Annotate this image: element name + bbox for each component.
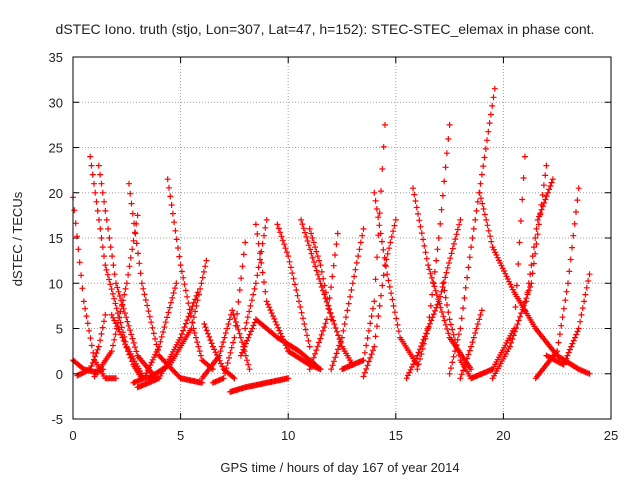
x-tick-label: 20: [496, 428, 510, 443]
data-series: [145, 257, 210, 382]
x-axis-label: GPS time / hours of day 167 of year 2014: [220, 460, 459, 475]
y-tick-label: 10: [49, 276, 63, 291]
data-point-markers: [227, 375, 292, 395]
y-tick-label: 20: [49, 186, 63, 201]
data-series: [489, 162, 550, 382]
data-point-markers: [468, 153, 528, 382]
data-series: [532, 185, 582, 382]
y-tick-label: 35: [49, 50, 63, 65]
x-tick-label: 0: [69, 428, 76, 443]
data-series: [446, 85, 498, 377]
data-series: [457, 307, 485, 382]
data-point-markers: [274, 221, 313, 350]
data-point-markers: [306, 230, 341, 373]
data-series: [91, 212, 141, 380]
x-tick-label: 15: [389, 428, 403, 443]
data-series: [126, 180, 206, 386]
data-point-markers: [306, 225, 335, 323]
data-point-markers: [74, 311, 109, 379]
data-point-markers: [126, 180, 206, 386]
y-tick-label: 0: [56, 367, 63, 382]
x-tick-label: 5: [177, 428, 184, 443]
data-markers: [70, 85, 593, 395]
y-axis-label: dSTEC / TECUs: [10, 191, 25, 286]
data-point-markers: [328, 225, 367, 373]
data-series: [199, 307, 253, 382]
axis-ticks: 0 5 10 15 20 25 -5 0 5 10 15 20 25 30 35: [49, 50, 619, 443]
data-series: [521, 176, 556, 314]
data-point-markers: [543, 271, 593, 368]
x-tick-label: 25: [604, 428, 618, 443]
grid: [73, 57, 611, 419]
chart-title: dSTEC Iono. truth (stjo, Lon=307, Lat=47…: [56, 21, 595, 37]
data-point-markers: [360, 216, 399, 380]
data-point-markers: [242, 216, 270, 332]
data-series: [306, 225, 335, 323]
data-point-markers: [521, 176, 556, 314]
data-point-markers: [414, 121, 453, 373]
y-tick-label: 25: [49, 141, 63, 156]
data-series: [209, 239, 249, 386]
data-point-markers: [209, 239, 249, 386]
x-tick-label: 10: [281, 428, 295, 443]
data-point-markers: [145, 257, 210, 382]
data-point-markers: [199, 307, 253, 382]
y-tick-label: 5: [56, 322, 63, 337]
data-series: [274, 221, 313, 350]
data-point-markers: [91, 212, 141, 380]
data-series: [130, 280, 180, 386]
data-series: [360, 216, 399, 380]
data-series: [328, 225, 367, 373]
data-series: [468, 153, 528, 382]
data-series: [227, 375, 292, 395]
data-point-markers: [446, 85, 498, 377]
y-tick-label: 30: [49, 95, 63, 110]
data-point-markers: [532, 185, 582, 382]
data-series: [339, 121, 388, 373]
data-series: [242, 216, 270, 332]
data-series: [74, 311, 109, 379]
data-point-markers: [130, 280, 180, 386]
data-series: [414, 121, 453, 373]
data-point-markers: [457, 307, 485, 382]
y-tick-label: -5: [51, 412, 63, 427]
data-series: [543, 271, 593, 368]
data-point-markers: [339, 121, 388, 373]
y-tick-label: 15: [49, 231, 63, 246]
data-series: [306, 230, 341, 373]
data-point-markers: [489, 162, 550, 382]
